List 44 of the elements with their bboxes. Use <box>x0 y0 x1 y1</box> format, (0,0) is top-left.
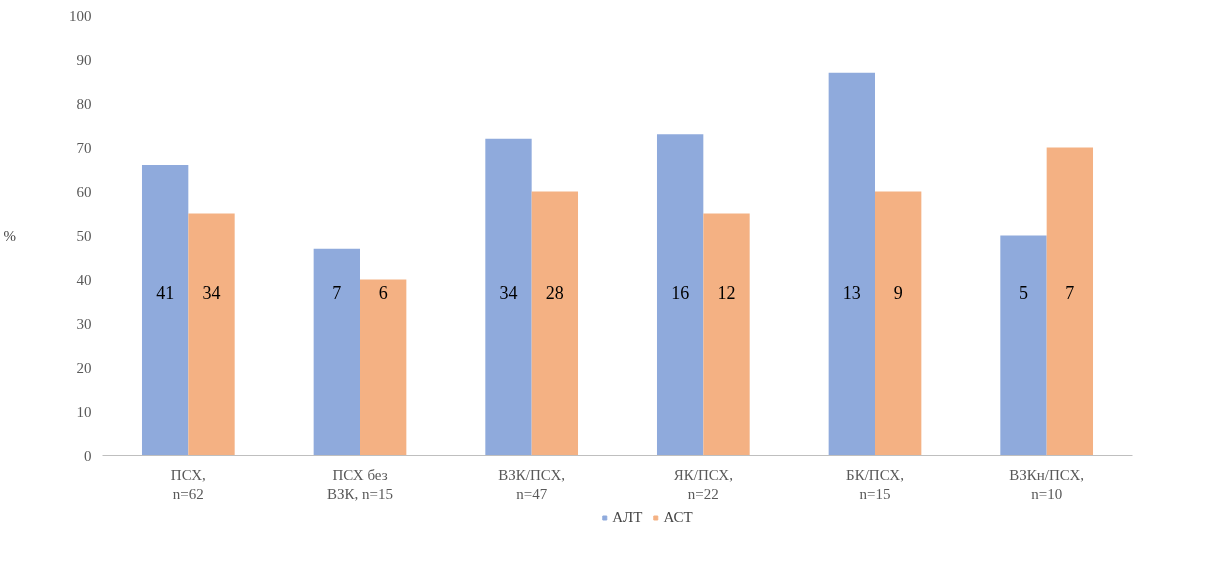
y-tick-label: 40 <box>76 271 92 288</box>
x-tick-label: ЯК/ПСХ, n=22 <box>673 466 733 502</box>
bar <box>1000 235 1047 456</box>
x-tick-label: ПСХ без ВЗК, n=15 <box>327 466 393 502</box>
y-tick-label: 60 <box>76 183 92 200</box>
x-tick-label: ВЗК/ПСХ, n=47 <box>498 466 566 502</box>
bar <box>703 213 750 456</box>
x-tick-label: ПСХ, n=62 <box>170 466 206 502</box>
bar <box>188 213 235 456</box>
annotation: 7 <box>1065 283 1075 304</box>
y-tick-label: 100 <box>69 7 92 24</box>
annotation: 9 <box>893 283 903 304</box>
y-tick-label: 50 <box>76 227 92 244</box>
y-tick-label: 0 <box>84 447 92 464</box>
bar <box>656 134 704 456</box>
x-tick-label: ВЗКн/ПСХ, n=10 <box>1009 466 1085 502</box>
annotation: 16 <box>671 283 690 304</box>
y-axis-title: % <box>3 227 16 244</box>
annotation: 5 <box>1018 283 1028 304</box>
bar <box>875 191 922 456</box>
bar <box>141 165 189 456</box>
legend-label: АЛТ <box>612 508 643 526</box>
annotation: 12 <box>717 283 736 304</box>
x-tick-label: БК/ПСХ, n=15 <box>846 466 904 502</box>
y-tick-label: 70 <box>76 139 92 156</box>
legend-label: АСТ <box>663 508 693 526</box>
annotation: 7 <box>332 283 342 304</box>
bar <box>1046 147 1094 456</box>
y-tick-label: 90 <box>76 51 92 68</box>
y-tick-label: 80 <box>76 95 92 112</box>
bar <box>531 191 579 456</box>
y-tick-label: 10 <box>76 403 92 420</box>
annotation: 34 <box>202 283 221 304</box>
annotation: 13 <box>842 283 861 304</box>
bar <box>828 72 875 456</box>
bar <box>485 138 532 456</box>
annotation: 41 <box>156 283 175 304</box>
bar <box>360 279 407 456</box>
bar <box>313 248 360 456</box>
y-tick-label: 30 <box>76 315 92 332</box>
annotation: 6 <box>378 283 388 304</box>
y-tick-label: 20 <box>76 359 92 376</box>
annotation: 28 <box>545 283 564 304</box>
annotation: 34 <box>499 283 518 304</box>
